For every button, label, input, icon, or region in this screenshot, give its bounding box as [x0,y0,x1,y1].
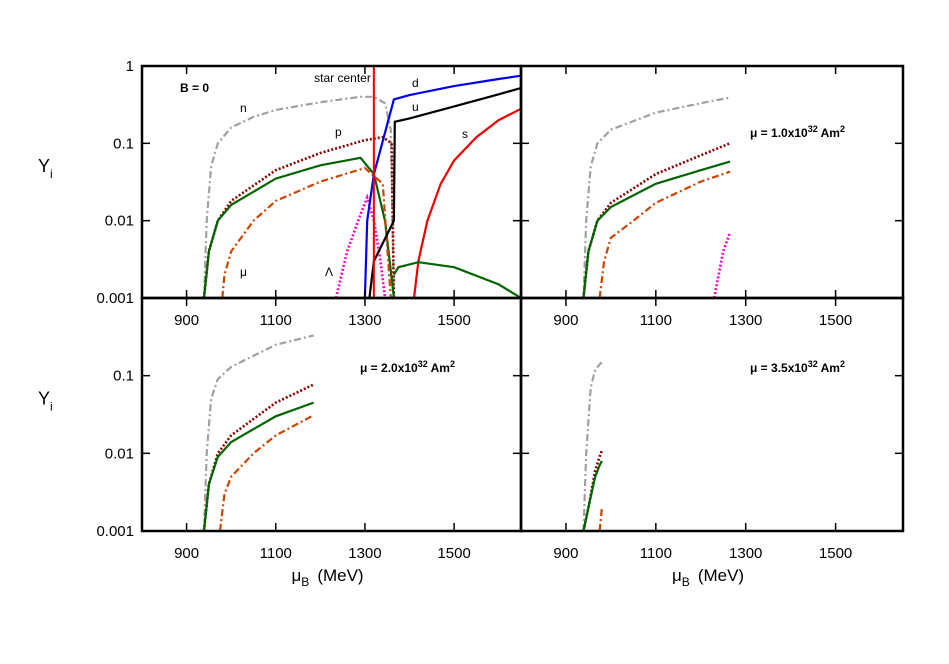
series-line [202,95,395,298]
series-line [582,142,731,298]
series-line [363,74,521,298]
series-line [582,160,731,298]
curve-label: Λ [325,265,333,279]
series-line [582,361,603,531]
y-tick-label: 0.001 [96,523,134,540]
x-tick-label: 900 [553,545,578,562]
curve-label: p [335,125,342,139]
x-tick-label: 1100 [260,545,292,562]
x-tick-label: 1300 [729,545,762,562]
y-axis-label-main: Y [38,156,50,176]
x-axis-label-main: μ [292,566,302,585]
curve-label: μ [240,265,247,279]
x-tick-label: 1300 [348,312,381,329]
x-tick-label: 1500 [819,312,852,329]
series-line [202,401,315,531]
x-tick-label: 1100 [640,312,672,329]
annotation: μ = 1.0x1032 Am2 [750,124,845,140]
y-tick-label: 0.1 [113,368,134,385]
annotation-part: Am [428,361,450,375]
series-line [582,96,731,298]
series-line [202,383,315,531]
curve-label: s [462,127,468,141]
series-line [392,261,521,298]
series-line [202,334,314,531]
y-axis-label-sub: i [50,400,53,414]
y-axis-label: Yi [38,156,53,181]
series-line [334,193,387,298]
annotation-part: 32 [418,359,428,369]
annotation: μ = 3.5x1032 Am2 [750,359,845,375]
series-line [712,232,732,298]
x-tick-label: 1100 [640,545,672,562]
x-axis-label-main: μ [672,566,682,585]
annotation: B = 0 [180,81,209,95]
x-tick-label: 900 [174,312,199,329]
x-tick-label: 900 [174,545,199,562]
annotation-part: Am [818,126,840,140]
annotation-part: 32 [808,124,818,134]
annotation-part: 32 [808,359,818,369]
annotation-part: 2 [840,124,845,134]
x-axis-label: μB (MeV) [672,566,744,589]
x-axis-label: μB (MeV) [292,566,364,589]
x-tick-label: 900 [553,312,578,329]
series-line [582,449,604,531]
series-line [598,507,603,531]
series-line [368,86,521,298]
series-line [202,156,395,298]
annotation-part: B = 0 [180,81,209,95]
y-tick-label: 0.001 [96,290,134,307]
x-axis-label-sub: B [301,575,309,589]
annotation-part: 2 [450,359,455,369]
x-axis-label-unit: (MeV) [317,566,363,585]
curve-label: d [412,76,419,90]
x-axis-label-unit: (MeV) [698,566,744,585]
panel-frame [140,296,523,533]
star-center-label: star center [314,71,371,85]
y-tick-label: 0.01 [105,445,134,462]
annotation-part: μ = 2.0x10 [360,361,418,375]
series-line [221,166,392,298]
annotation-part: μ = 3.5x10 [750,361,808,375]
series-line [202,135,396,298]
annotation: μ = 2.0x1032 Am2 [360,359,455,375]
y-tick-label: 0.1 [113,135,134,152]
series-line [218,414,315,531]
x-tick-label: 1500 [437,312,470,329]
x-tick-label: 1300 [348,545,381,562]
curve-label: u [412,100,419,114]
x-axis-label-sub: B [682,575,690,589]
panel-frame [519,296,905,533]
y-tick-label: 0.01 [105,213,134,230]
series-line [412,107,521,298]
curve-label: n [240,101,247,115]
x-tick-label: 1100 [260,312,292,329]
annotation-part: Am [818,361,840,375]
x-tick-label: 1300 [729,312,762,329]
y-axis-label-main: Y [38,389,50,409]
annotation-part: 2 [840,359,845,369]
series-line [598,170,731,298]
y-axis-label-sub: i [50,167,53,181]
y-tick-label: 1 [126,58,134,75]
x-tick-label: 1500 [437,545,470,562]
x-tick-label: 1500 [819,545,852,562]
series-line [582,460,603,531]
annotation-part: μ = 1.0x10 [750,126,808,140]
y-axis-label: Yi [38,389,53,414]
